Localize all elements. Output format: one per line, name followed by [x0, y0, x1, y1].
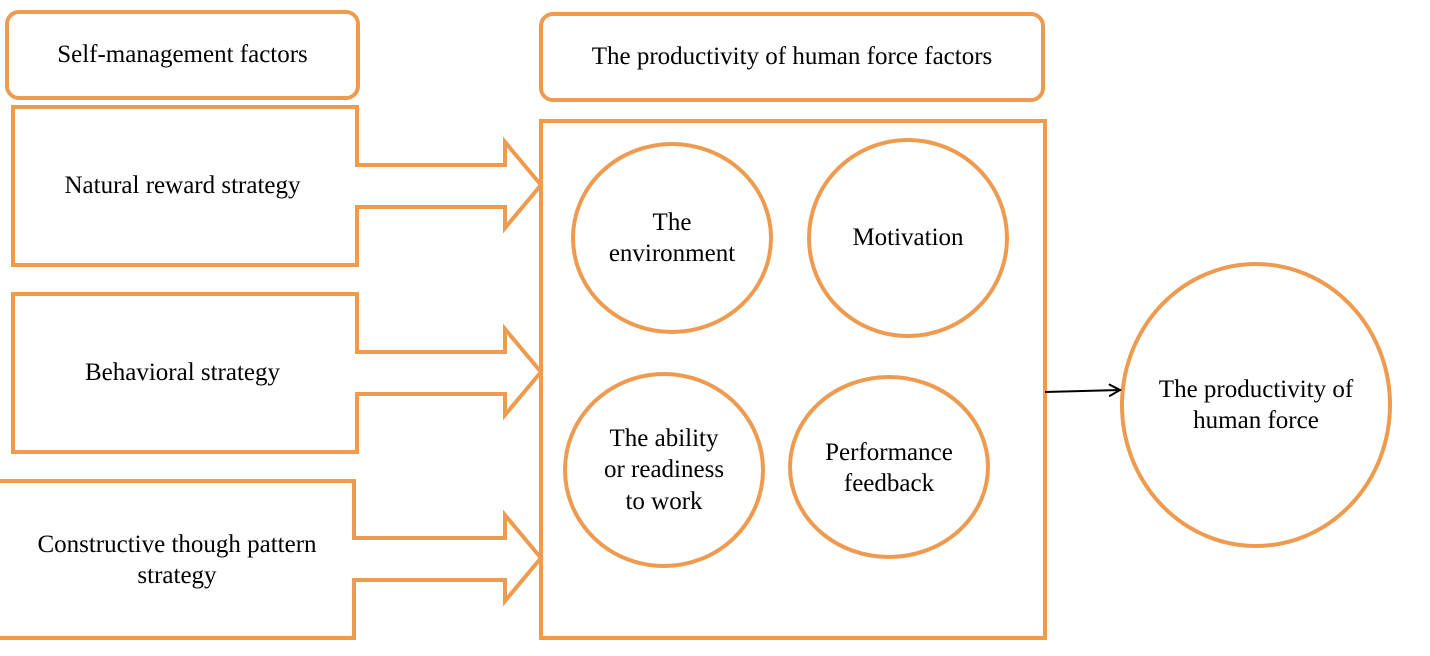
ability-readiness-label: The ability or readiness to work [603, 425, 725, 515]
motivation-label: Motivation [852, 224, 964, 252]
performance-feedback-circle [788, 375, 990, 559]
outcome-connector-arrow [1044, 390, 1120, 392]
behavioral-strategy-arrow [11, 292, 544, 454]
productivity-factors-header-label: The productivity of human force factors [591, 43, 993, 71]
outcome-circle [1120, 262, 1392, 548]
self-management-header-label: Self-management factors [57, 41, 308, 69]
constructive-thought-strategy-arrow [0, 479, 544, 640]
motivation-circle [807, 138, 1009, 338]
ability-readiness-circle [563, 372, 765, 568]
outcome-label: The productivity of human force [1158, 375, 1354, 434]
constructive-thought-strategy-label: Constructive though pattern strategy [37, 530, 317, 589]
productivity-factors-header-box [539, 12, 1045, 102]
natural-reward-strategy-arrow [11, 105, 544, 267]
performance-feedback-label: Performance feedback [825, 438, 953, 497]
environment-circle [571, 142, 773, 334]
self-management-header-box [5, 10, 360, 100]
natural-reward-strategy-label: Natural reward strategy [64, 172, 301, 200]
environment-label: The environment [608, 208, 736, 267]
behavioral-strategy-label: Behavioral strategy [84, 359, 281, 387]
